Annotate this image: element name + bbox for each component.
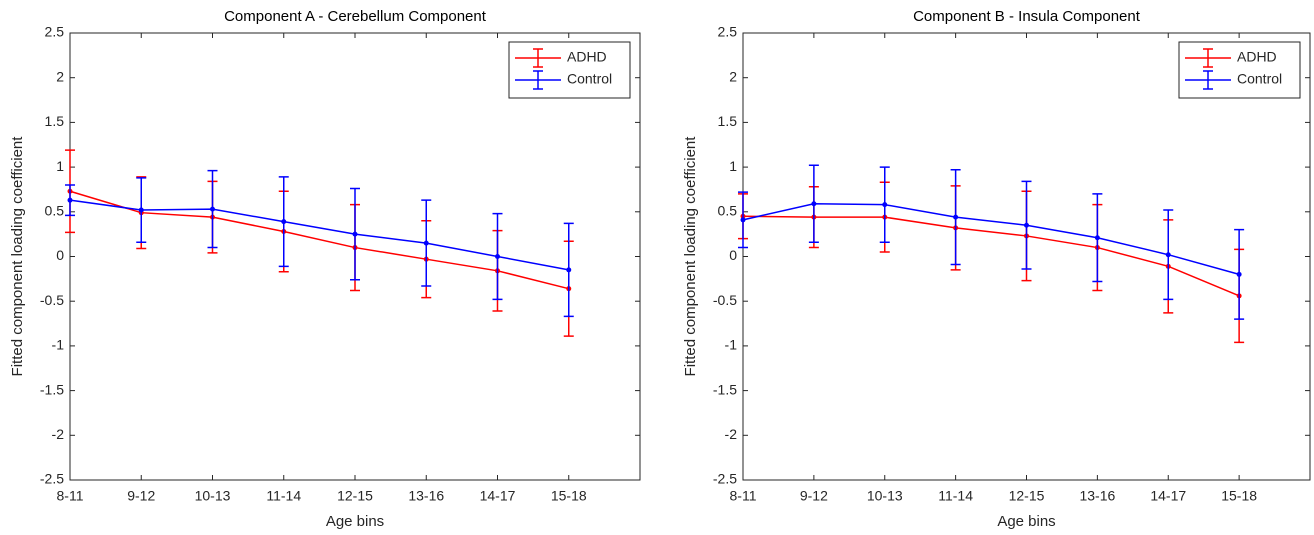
y-tick-label: 0 bbox=[729, 247, 737, 263]
y-tick-label: -2.5 bbox=[713, 471, 737, 487]
series-line bbox=[69, 199, 569, 271]
x-tick-label: 9-12 bbox=[127, 488, 155, 504]
marker bbox=[423, 240, 429, 246]
x-tick-label: 8-11 bbox=[57, 488, 84, 504]
y-tick-label: -2 bbox=[725, 426, 738, 442]
marker bbox=[495, 254, 500, 259]
x-tick-label: 8-11 bbox=[730, 488, 757, 504]
marker bbox=[352, 231, 358, 237]
marker bbox=[210, 206, 215, 212]
x-tick-label: 11-14 bbox=[938, 488, 973, 504]
legend-label: ADHD bbox=[567, 49, 607, 65]
x-axis-label: Age bins bbox=[326, 513, 384, 530]
series-line bbox=[742, 203, 1240, 276]
legend-label: Control bbox=[1237, 71, 1282, 87]
y-tick-label: 0.5 bbox=[45, 203, 65, 219]
marker bbox=[1165, 252, 1171, 258]
y-tick-label: 0 bbox=[56, 247, 64, 263]
y-tick-label: -0.5 bbox=[713, 292, 737, 308]
y-tick-label: -0.5 bbox=[40, 292, 64, 308]
x-axis-label: Age bins bbox=[997, 513, 1055, 530]
x-tick-label: 15-18 bbox=[1221, 488, 1257, 504]
marker bbox=[1094, 235, 1100, 241]
y-tick-label: 1.5 bbox=[45, 113, 65, 129]
x-tick-label: 14-17 bbox=[1150, 488, 1186, 504]
marker bbox=[740, 217, 746, 223]
legend-errorbar bbox=[533, 48, 543, 68]
legend-errorbar bbox=[1203, 48, 1213, 68]
x-tick-label: 15-18 bbox=[551, 488, 587, 504]
y-tick-label: -2 bbox=[52, 426, 65, 442]
y-axis-label: Fitted component loading coefficient bbox=[9, 136, 26, 377]
legend-errorbar bbox=[533, 70, 543, 90]
y-tick-label: -2.5 bbox=[40, 471, 64, 487]
chart-title: Component B - Insula Component bbox=[913, 8, 1141, 25]
marker bbox=[1024, 222, 1029, 228]
legend: ADHD Control bbox=[1178, 41, 1301, 99]
series-line bbox=[742, 215, 1240, 297]
y-tick-label: -1 bbox=[52, 337, 65, 353]
marker bbox=[281, 219, 287, 225]
y-tick-label: 1 bbox=[56, 158, 64, 174]
x-tick-label: 12-15 bbox=[1009, 488, 1045, 504]
x-tick-label: 10-13 bbox=[867, 488, 903, 504]
marker bbox=[566, 267, 572, 273]
marker bbox=[67, 197, 73, 203]
legend-errorbar bbox=[1203, 70, 1213, 90]
y-tick-label: -1 bbox=[725, 337, 738, 353]
series-line bbox=[69, 190, 569, 290]
y-tick-label: 0.5 bbox=[718, 203, 738, 219]
x-tick-label: 14-17 bbox=[480, 488, 516, 504]
y-tick-label: 2.5 bbox=[718, 24, 738, 40]
legend-box bbox=[1178, 41, 1301, 99]
marker bbox=[1236, 271, 1242, 277]
series bbox=[65, 169, 574, 318]
x-tick-label: 13-16 bbox=[408, 488, 444, 504]
marker bbox=[953, 214, 959, 220]
x-tick-label: 9-12 bbox=[800, 488, 828, 504]
marker bbox=[138, 207, 144, 213]
marker bbox=[882, 202, 888, 208]
y-tick-label: -1.5 bbox=[40, 381, 64, 397]
series bbox=[738, 164, 1245, 320]
y-tick-label: 2 bbox=[56, 68, 64, 84]
y-axis-label: Fitted component loading coefficient bbox=[682, 136, 699, 377]
marker bbox=[811, 201, 817, 207]
x-tick-label: 11-14 bbox=[266, 488, 301, 504]
x-tick-label: 13-16 bbox=[1079, 488, 1115, 504]
legend: ADHD Control bbox=[508, 41, 631, 99]
y-tick-label: 1 bbox=[729, 158, 737, 174]
legend-label: ADHD bbox=[1237, 49, 1277, 65]
legend-label: Control bbox=[567, 71, 612, 87]
y-tick-label: 2 bbox=[729, 68, 737, 84]
x-tick-label: 10-13 bbox=[195, 488, 231, 504]
x-tick-label: 12-15 bbox=[337, 488, 373, 504]
y-tick-label: -1.5 bbox=[713, 381, 737, 397]
chart-title: Component A - Cerebellum Component bbox=[224, 8, 487, 25]
y-tick-label: 1.5 bbox=[718, 113, 738, 129]
y-tick-label: 2.5 bbox=[45, 24, 65, 40]
legend-box bbox=[508, 41, 631, 99]
